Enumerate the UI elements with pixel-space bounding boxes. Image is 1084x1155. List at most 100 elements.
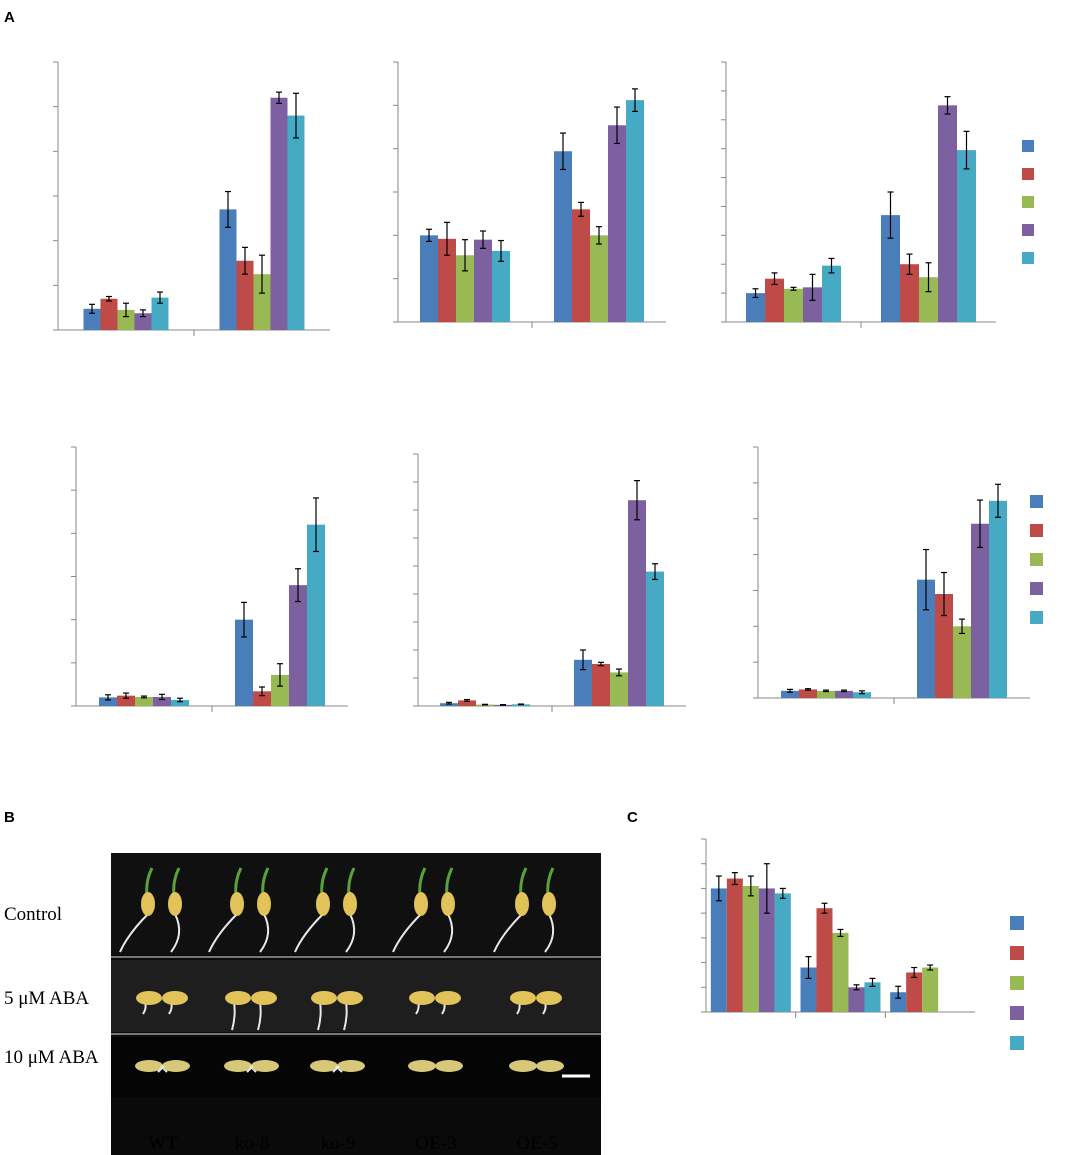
- legend-swatch-oe-3: [1022, 224, 1034, 236]
- legend-swatch-ko-9: [1010, 976, 1024, 990]
- photo-genotype-label: ko-8: [235, 1133, 270, 1154]
- bar-wt: [554, 151, 572, 322]
- seed: [542, 892, 556, 916]
- bar-wt: [746, 293, 765, 322]
- seed: [136, 991, 162, 1005]
- legend-swatch-oe-5: [1030, 611, 1043, 624]
- bar-chart-A6: [753, 446, 1043, 704]
- bar-ko-9: [456, 255, 474, 322]
- bar-ko-8: [900, 264, 919, 322]
- bar-ko-8: [236, 260, 254, 330]
- legend-swatch-oe-5: [1010, 1036, 1024, 1050]
- bar-chart-C: [701, 838, 1024, 1050]
- bar-ko-8: [438, 238, 456, 322]
- seed: [343, 892, 357, 916]
- seed: [441, 892, 455, 916]
- seed: [168, 892, 182, 916]
- bar-chart-A4: [71, 446, 348, 712]
- bar-oe-5: [307, 524, 325, 706]
- bar-ko-8: [117, 695, 135, 706]
- bar-ko-8: [816, 908, 833, 1012]
- bar-oe-5: [989, 500, 1007, 698]
- bar-ko-9: [953, 626, 971, 698]
- seed: [515, 892, 529, 916]
- seed: [409, 991, 435, 1005]
- bar-ko-9: [271, 674, 289, 706]
- root: [170, 913, 181, 953]
- bar-ko-9: [590, 235, 608, 322]
- bar-oe-5: [151, 297, 169, 330]
- bar-oe-3: [628, 500, 646, 706]
- bar-oe-5: [171, 699, 189, 706]
- bar-oe-5: [957, 150, 976, 322]
- seed: [510, 991, 536, 1005]
- seedling-photo: [111, 853, 601, 1155]
- legend-swatch-ko-8: [1022, 168, 1034, 180]
- seed: [536, 1060, 564, 1072]
- bar-ko-8: [935, 594, 953, 698]
- bar-ko-9: [742, 885, 759, 1012]
- root: [259, 913, 270, 953]
- seed: [536, 991, 562, 1005]
- root: [294, 913, 324, 953]
- seed: [337, 1060, 365, 1072]
- bar-oe-3: [835, 690, 853, 698]
- seed: [509, 1060, 537, 1072]
- root: [246, 1065, 254, 1073]
- bar-oe-3: [474, 239, 492, 322]
- photo-genotype-label: OE-3: [415, 1133, 456, 1154]
- bar-oe-5: [853, 692, 871, 698]
- seed: [435, 991, 461, 1005]
- panel-letter-a: A: [4, 9, 15, 26]
- seed: [141, 892, 155, 916]
- bar-oe-5: [287, 115, 305, 330]
- photo-genotype-label: OE-5: [516, 1133, 557, 1154]
- bar-oe-5: [864, 982, 881, 1012]
- photo-row-label: 5 μM ABA: [4, 988, 89, 1009]
- bar-wt: [881, 215, 900, 322]
- bar-ko-8: [572, 209, 590, 322]
- root: [544, 913, 555, 953]
- bar-ko-9: [117, 309, 135, 330]
- bar-wt: [99, 697, 117, 706]
- root: [332, 1065, 340, 1073]
- bar-oe-5: [492, 250, 510, 322]
- seed: [414, 892, 428, 916]
- bar-ko-8: [799, 689, 817, 698]
- charts-layer: [53, 61, 1043, 1050]
- photo-genotype-label: WT: [148, 1133, 178, 1154]
- bar-oe-3: [848, 987, 865, 1012]
- root: [208, 913, 238, 953]
- seed: [251, 991, 277, 1005]
- bar-ko-9: [784, 288, 803, 322]
- bar-ko-9: [253, 274, 271, 330]
- root: [493, 913, 523, 953]
- seed: [251, 1060, 279, 1072]
- root: [157, 1065, 165, 1073]
- bar-oe-3: [134, 313, 152, 330]
- seed: [435, 1060, 463, 1072]
- legend-swatch-oe-3: [1030, 582, 1043, 595]
- legend-swatch-oe-5: [1022, 252, 1034, 264]
- bar-oe-3: [270, 97, 288, 330]
- seed: [225, 991, 251, 1005]
- bar-wt: [420, 235, 438, 322]
- bar-ko-9: [610, 672, 628, 706]
- bar-oe-5: [646, 571, 664, 706]
- bar-ko-8: [100, 298, 118, 330]
- legend-swatch-ko-8: [1010, 946, 1024, 960]
- photo-genotype-label: ko-9: [321, 1133, 356, 1154]
- panel-letter-c: C: [627, 809, 638, 826]
- seed: [230, 892, 244, 916]
- bar-ko-9: [922, 967, 939, 1012]
- bar-chart-A5: [413, 453, 686, 712]
- bar-chart-A1: [53, 61, 330, 336]
- bar-ko-8: [906, 972, 923, 1012]
- legend-swatch-wt: [1022, 140, 1034, 152]
- bar-chart-A3: [721, 61, 1034, 328]
- bar-oe-5: [822, 265, 841, 322]
- bar-ko-9: [817, 690, 835, 698]
- bar-ko-9: [135, 696, 153, 706]
- seed: [316, 892, 330, 916]
